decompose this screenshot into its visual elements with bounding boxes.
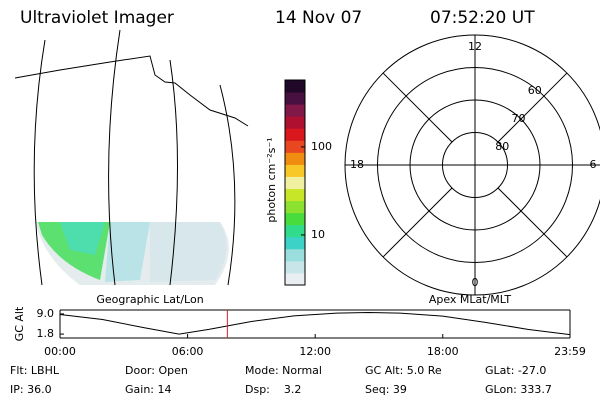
colorbar-label: photon cm⁻²s⁻¹	[265, 137, 278, 222]
status-field: Door: Open	[125, 364, 188, 377]
colorbar-band	[285, 224, 305, 238]
colorbar-band	[285, 152, 305, 165]
status-field: Seq: 39	[365, 383, 407, 396]
polar-ring-label: 70	[512, 112, 526, 125]
polar-hour-label: 6	[590, 158, 597, 171]
x-tick-label: 18:00	[427, 345, 459, 358]
coastline	[14, 55, 249, 127]
colorbar-band	[285, 188, 305, 202]
colorbar-frame	[284, 79, 306, 286]
colorbar-tick-label: 100	[311, 140, 332, 153]
polar-ring-label: 60	[528, 84, 542, 97]
status-field: GLon: 333.7	[485, 383, 552, 396]
polar-spoke	[382, 187, 453, 258]
y-tick-label: 1.8	[37, 327, 55, 340]
y-axis-label: GC Alt	[13, 306, 26, 341]
status-field: GLat: -27.0	[485, 364, 546, 377]
map-line	[219, 84, 236, 286]
annotation: Apex MLat/MLT	[429, 293, 512, 306]
status-field: Dsp: 3.2	[245, 383, 301, 396]
altitude-line	[59, 312, 571, 336]
annotation: Geographic Lat/Lon	[96, 293, 203, 306]
polar-ring-label: 80	[495, 140, 509, 153]
map-line	[108, 29, 121, 286]
x-tick-label: 23:59	[554, 345, 586, 358]
colorbar-band	[285, 92, 305, 105]
colorbar-band	[285, 212, 305, 226]
polar-hour-label: 12	[468, 40, 482, 53]
polar-hour-label: 18	[350, 158, 364, 171]
y-tick-label: 9.0	[37, 307, 55, 320]
colorbar-band	[285, 164, 305, 177]
polar-spoke	[497, 72, 568, 143]
colorbar-band	[285, 236, 305, 250]
polar-hour-label: 0	[472, 276, 479, 289]
colorbar-band	[285, 104, 305, 117]
colorbar-band	[285, 116, 305, 129]
colorbar-band	[285, 260, 305, 274]
image-emission	[150, 222, 227, 282]
colorbar-band	[285, 128, 305, 141]
colorbar-band	[285, 140, 305, 153]
colorbar-band	[285, 200, 305, 214]
status-field: GC Alt: 5.0 Re	[365, 364, 442, 377]
date: 14 Nov 07	[275, 8, 362, 28]
x-tick-label: 06:00	[172, 345, 204, 358]
image-emission	[60, 222, 105, 255]
status-field: Mode: Normal	[245, 364, 322, 377]
title: Ultraviolet Imager	[20, 8, 174, 28]
image-panel	[14, 29, 249, 286]
colorbar-band	[285, 272, 305, 286]
polar-spoke	[497, 187, 568, 258]
status-field: Gain: 14	[125, 383, 172, 396]
x-tick-label: 12:00	[299, 345, 331, 358]
time: 07:52:20 UT	[430, 8, 535, 28]
image-emission	[105, 222, 150, 282]
colorbar-band	[285, 176, 305, 190]
status-field: IP: 36.0	[10, 383, 52, 396]
colorbar-tick-label: 10	[311, 228, 325, 241]
status-field: Flt: LBHL	[10, 364, 60, 377]
map-line	[169, 59, 178, 286]
map-line	[33, 39, 46, 286]
colorbar-band	[285, 80, 305, 93]
colorbar-band	[285, 248, 305, 262]
polar-spoke	[382, 72, 453, 143]
x-tick-label: 00:00	[44, 345, 76, 358]
